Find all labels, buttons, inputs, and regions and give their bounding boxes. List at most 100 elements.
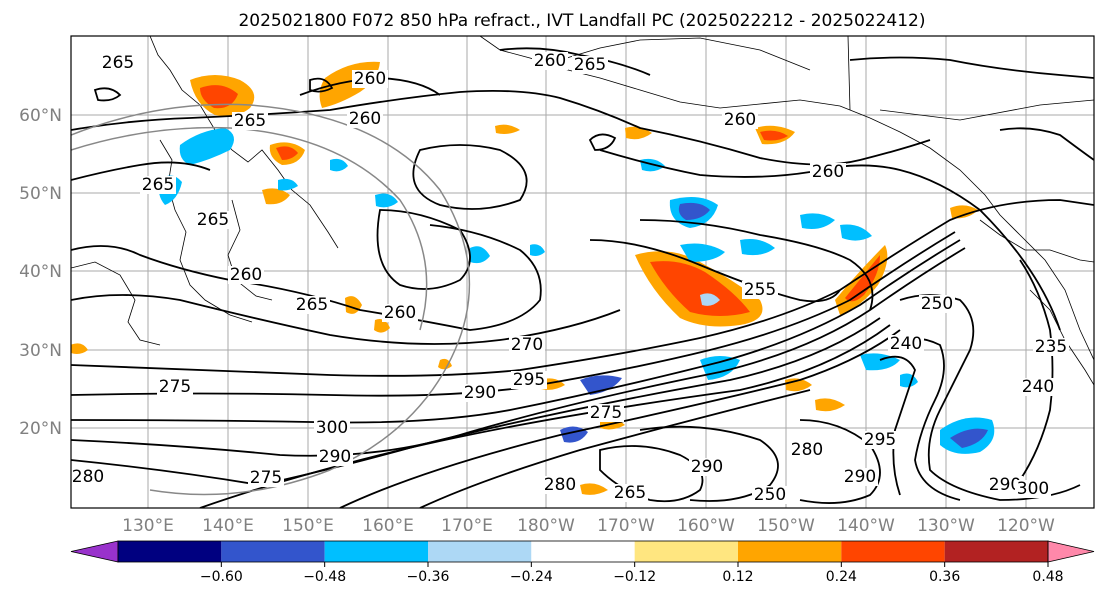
contour-label-bg xyxy=(157,378,193,396)
contour-label: 265 xyxy=(197,210,229,230)
colorbar-tick-label: 0.24 xyxy=(826,569,857,585)
contour-label: 260 xyxy=(812,162,844,182)
contour-label-bg xyxy=(1033,338,1069,356)
great-circle-arcs xyxy=(71,103,471,496)
colorbar-tick-label: −0.36 xyxy=(407,569,450,585)
contour-label-bg xyxy=(862,431,898,449)
colorbar-tick-label: 0.12 xyxy=(722,569,753,585)
colorbar-swatch xyxy=(428,541,532,562)
contour-label: 295 xyxy=(864,430,896,450)
contour-label: 280 xyxy=(72,467,104,487)
contour-label-bg xyxy=(195,211,231,229)
lon-label: 120°W xyxy=(997,516,1055,536)
longitude-labels: 130°E 140°E 150°E 160°E 170°E 180°W 170°W 160°W… xyxy=(122,516,1055,536)
lon-label: 150°E xyxy=(282,516,334,536)
colorbar-frame xyxy=(117,540,1049,563)
contour-label-bg xyxy=(509,336,545,354)
colorbar-extend-low xyxy=(70,540,119,563)
colorbar-tick-label: −0.60 xyxy=(200,569,243,585)
contour-label-bg xyxy=(742,281,778,299)
contour-label-bg xyxy=(352,70,388,88)
lon-label: 170°E xyxy=(441,516,493,536)
contour-label: 280 xyxy=(544,475,576,495)
contour-lines xyxy=(71,47,1094,508)
contour-label: 290 xyxy=(989,475,1021,495)
contour-label-bg xyxy=(987,476,1023,494)
contour-label-bg xyxy=(532,52,568,70)
contour-label-bg xyxy=(100,54,136,72)
lon-label: 130°E xyxy=(122,516,174,536)
contour-label-bg xyxy=(752,486,788,504)
colorbar-swatch xyxy=(324,541,428,562)
map-frame xyxy=(70,35,1095,509)
contour-label-bg xyxy=(228,266,264,284)
contour-label: 290 xyxy=(844,467,876,487)
contour-label: 260 xyxy=(724,110,756,130)
contour-label: 260 xyxy=(534,51,566,71)
contour-label: 265 xyxy=(614,483,646,503)
latitude-labels: 60°N 50°N 40°N 30°N 20°N xyxy=(19,106,62,439)
contour-label: 270 xyxy=(511,335,543,355)
contour-label-bg xyxy=(722,111,758,129)
contour-label-bg xyxy=(462,384,498,402)
map-panel: 265 260 265 260 265 265 260 265 260 260 260 265 260 2… xyxy=(70,35,1095,509)
contour-label: 275 xyxy=(159,377,191,397)
lon-label: 180°W xyxy=(517,516,575,536)
contour-label-bg xyxy=(382,304,418,322)
lon-label: 160°E xyxy=(362,516,414,536)
contour-label: 250 xyxy=(754,485,786,505)
lat-label: 50°N xyxy=(19,184,62,204)
contour-label: 265 xyxy=(102,53,134,73)
contour-label-bg xyxy=(511,371,547,389)
lat-label: 20°N xyxy=(19,419,62,439)
contour-label-bg xyxy=(1015,480,1051,498)
contour-label-bg xyxy=(612,484,648,502)
colorbar-swatch xyxy=(944,541,1048,562)
contour-label-bg xyxy=(317,448,353,466)
contour-label-bg xyxy=(248,469,284,487)
contour-label: 290 xyxy=(319,447,351,467)
lon-label: 140°E xyxy=(202,516,254,536)
lat-label: 60°N xyxy=(19,106,62,126)
colorbar: −0.60 −0.48 −0.36 −0.24 −0.12 0.12 0.24 0.36 0.4… xyxy=(70,540,1095,585)
contour-label-bg xyxy=(588,404,624,422)
contour-label: 240 xyxy=(890,334,922,354)
contour-label: 295 xyxy=(513,370,545,390)
contour-label: 260 xyxy=(349,109,381,129)
contour-label-bg xyxy=(919,295,955,313)
contour-label: 290 xyxy=(464,383,496,403)
lon-label: 160°W xyxy=(677,516,735,536)
contour-label-bg xyxy=(689,458,725,476)
colorbar-swatch xyxy=(738,541,842,562)
colorbar-extend-high xyxy=(1047,540,1095,563)
figure-title: 2025021800 F072 850 hPa refract., IVT La… xyxy=(238,11,925,31)
lon-label: 130°W xyxy=(917,516,975,536)
contour-label: 265 xyxy=(142,175,174,195)
contour-label-bg xyxy=(1020,378,1056,396)
lon-label: 140°W xyxy=(837,516,895,536)
contour-labels: 265 260 265 260 265 265 260 265 260 260 260 265 260 2… xyxy=(71,51,1069,505)
colorbar-swatch xyxy=(531,541,635,562)
colorbar-swatch xyxy=(221,541,325,562)
contour-label: 265 xyxy=(574,55,606,75)
contour-label-bg xyxy=(842,468,878,486)
contour-label-bg xyxy=(572,56,608,74)
contour-label-bg xyxy=(140,176,176,194)
contour-label-bg xyxy=(71,468,106,486)
contour-label: 260 xyxy=(384,303,416,323)
contour-label-bg xyxy=(810,163,846,181)
colorbar-tick-label: −0.24 xyxy=(510,569,553,585)
contour-label-bg xyxy=(789,441,825,459)
contour-label-bg xyxy=(347,110,383,128)
contour-label: 260 xyxy=(230,265,262,285)
colorbar-tick-label: 0.36 xyxy=(929,569,960,585)
contour-label: 290 xyxy=(691,457,723,477)
contour-label: 300 xyxy=(316,418,348,438)
colorbar-swatch xyxy=(634,541,738,562)
lon-label: 150°W xyxy=(757,516,815,536)
contour-label: 265 xyxy=(296,295,328,315)
colorbar-swatch xyxy=(118,541,222,562)
lat-label: 30°N xyxy=(19,341,62,361)
contour-label-bg xyxy=(232,112,268,130)
colorbar-tick-label: −0.12 xyxy=(613,569,656,585)
